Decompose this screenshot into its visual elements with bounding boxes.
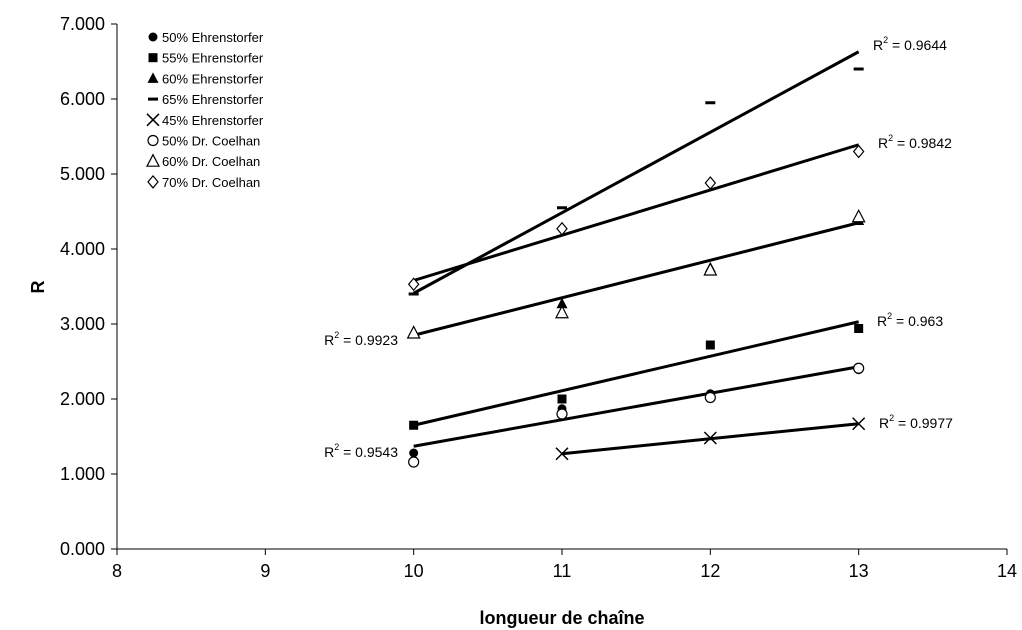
r-squared-value: = 0.9543 bbox=[339, 444, 398, 460]
r-squared-superscript: 2 bbox=[883, 35, 888, 45]
data-point bbox=[851, 208, 866, 223]
y-tick-label: 3.000 bbox=[60, 314, 105, 334]
data-point bbox=[555, 304, 569, 319]
data-point bbox=[854, 324, 864, 333]
legend-label: 60% Dr. Coelhan bbox=[162, 154, 260, 169]
data-point bbox=[705, 340, 715, 350]
trendlines bbox=[412, 50, 860, 456]
legend-label: 45% Ehrenstorfer bbox=[162, 113, 264, 128]
data-point bbox=[704, 391, 716, 404]
data-point bbox=[853, 67, 864, 71]
legend-label: 50% Dr. Coelhan bbox=[162, 134, 260, 149]
r-squared-value: = 0.9977 bbox=[894, 415, 953, 431]
data-point bbox=[852, 417, 866, 431]
x-tick-label: 11 bbox=[553, 561, 572, 581]
r-squared-superscript: 2 bbox=[334, 330, 339, 340]
r-squared-symbol: R bbox=[877, 313, 887, 329]
trendline bbox=[412, 50, 860, 295]
trendline bbox=[413, 221, 860, 337]
legend-label: 60% Ehrenstorfer bbox=[162, 71, 264, 86]
data-point bbox=[705, 101, 716, 105]
y-tick-label: 0.000 bbox=[60, 539, 105, 559]
y-tick-label: 5.000 bbox=[60, 164, 105, 184]
legend-marker bbox=[146, 153, 160, 167]
y-tick-label: 2.000 bbox=[60, 389, 105, 409]
legend-marker bbox=[147, 72, 159, 83]
legend-marker bbox=[148, 97, 158, 101]
r-squared-superscript: 2 bbox=[888, 133, 893, 143]
x-tick-label: 9 bbox=[260, 561, 270, 581]
r-squared-symbol: R bbox=[324, 444, 334, 460]
r-squared-symbol: R bbox=[878, 135, 888, 151]
y-tick-label: 1.000 bbox=[60, 464, 105, 484]
data-points bbox=[406, 67, 866, 468]
legend-marker bbox=[146, 113, 160, 127]
data-point bbox=[556, 221, 568, 236]
r-squared-label: R2 = 0.9923 bbox=[324, 330, 398, 348]
y-tick-label: 6.000 bbox=[60, 89, 105, 109]
x-tick-label: 12 bbox=[700, 561, 720, 581]
r-squared-label: R2 = 0.9543 bbox=[324, 442, 398, 460]
trendline bbox=[413, 143, 860, 282]
r-squared-superscript: 2 bbox=[887, 311, 892, 321]
r-squared-label: R2 = 0.9644 bbox=[873, 35, 947, 53]
legend-marker bbox=[148, 32, 158, 42]
data-point bbox=[556, 408, 568, 420]
r-squared-label: R2 = 0.963 bbox=[877, 311, 943, 329]
trendline bbox=[413, 365, 859, 448]
legend-marker bbox=[147, 134, 159, 147]
legend-marker bbox=[147, 174, 159, 189]
data-point bbox=[556, 297, 568, 309]
legend-label: 70% Dr. Coelhan bbox=[162, 175, 260, 190]
r-squared-symbol: R bbox=[324, 332, 334, 348]
x-tick-label: 10 bbox=[404, 561, 424, 581]
legend-marker bbox=[148, 53, 158, 63]
data-point bbox=[852, 144, 865, 159]
y-axis-title: R bbox=[28, 281, 48, 294]
x-tick-label: 8 bbox=[112, 561, 122, 581]
r-squared-label: R2 = 0.9977 bbox=[879, 413, 953, 431]
ticks: 8 9 10 11 12 13 14 0.000 1.000 2.000 3.000 4.000 5.0… bbox=[60, 14, 1017, 581]
x-axis-title: longueur de chaîne bbox=[479, 608, 644, 628]
x-tick-label: 13 bbox=[849, 561, 869, 581]
legend-label: 50% Ehrenstorfer bbox=[162, 30, 264, 45]
data-point bbox=[408, 456, 420, 468]
r-squared-value: = 0.9842 bbox=[893, 135, 952, 151]
trendline bbox=[413, 320, 860, 427]
data-point bbox=[557, 394, 567, 404]
data-point bbox=[409, 448, 419, 458]
r-squared-value: = 0.963 bbox=[892, 313, 943, 329]
data-point bbox=[703, 262, 718, 276]
data-point bbox=[704, 176, 717, 190]
x-tick-label: 14 bbox=[997, 561, 1017, 581]
legend-label: 55% Ehrenstorfer bbox=[162, 51, 264, 66]
data-point bbox=[409, 420, 419, 430]
y-tick-label: 4.000 bbox=[60, 239, 105, 259]
legend: 50% Ehrenstorfer 55% Ehrenstorfer 60% Ehre… bbox=[146, 30, 264, 190]
r-squared-superscript: 2 bbox=[334, 442, 339, 452]
data-point bbox=[408, 292, 419, 296]
r-squared-value: = 0.9923 bbox=[339, 332, 398, 348]
r-squared-value: = 0.9644 bbox=[888, 37, 947, 53]
data-point bbox=[703, 431, 717, 445]
r-squared-symbol: R bbox=[879, 415, 889, 431]
y-tick-label: 7.000 bbox=[60, 14, 105, 34]
data-point bbox=[555, 447, 569, 461]
r-squared-label: R2 = 0.9842 bbox=[878, 133, 952, 151]
r-squared-superscript: 2 bbox=[889, 413, 894, 423]
data-point bbox=[406, 325, 421, 339]
r-squared-symbol: R bbox=[873, 37, 883, 53]
data-point bbox=[407, 277, 420, 292]
data-point bbox=[853, 362, 865, 374]
data-point bbox=[557, 206, 567, 210]
legend-label: 65% Ehrenstorfer bbox=[162, 92, 264, 107]
